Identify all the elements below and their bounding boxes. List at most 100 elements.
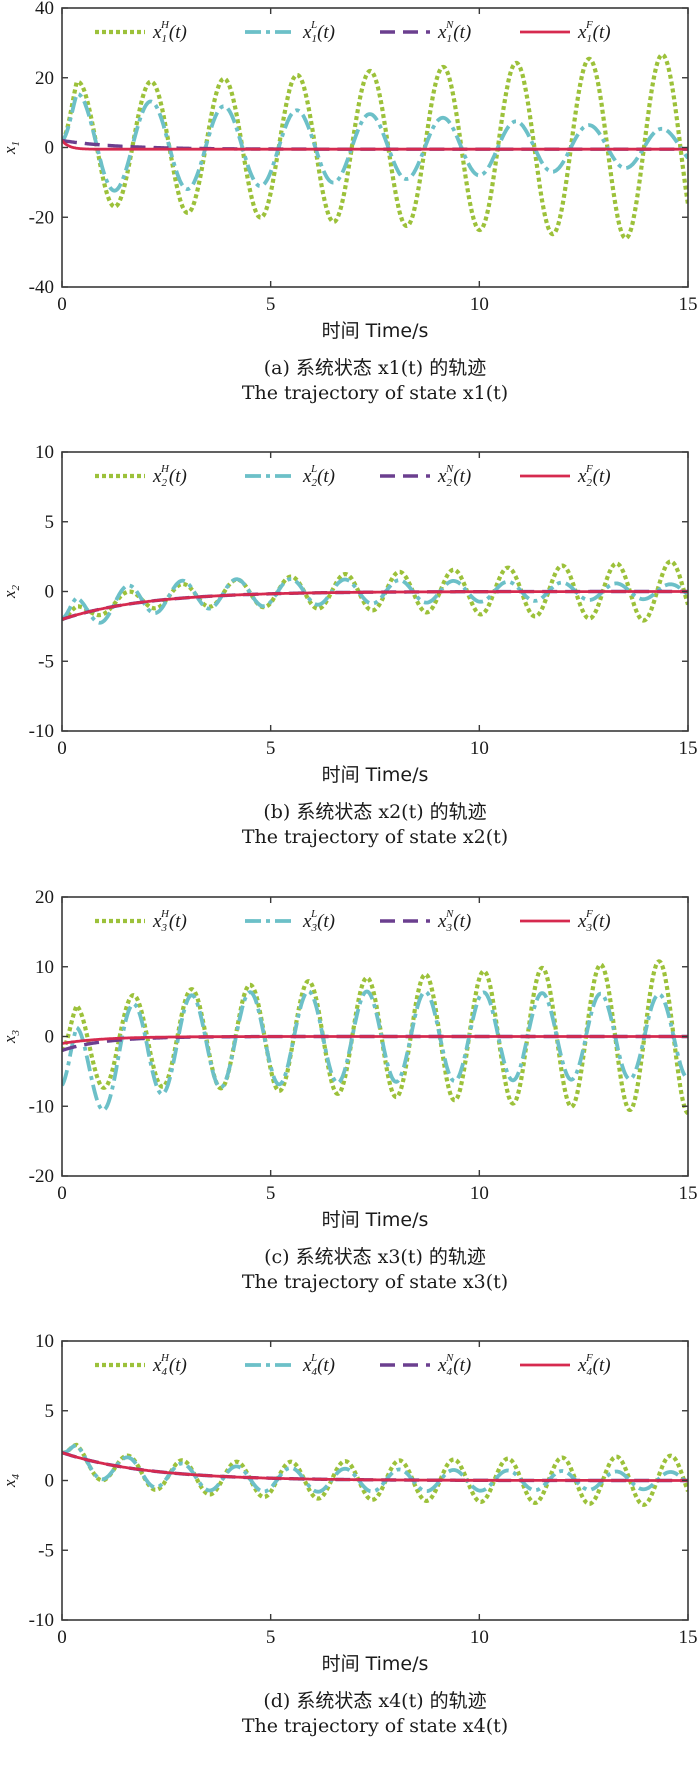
series-line-x2-F [62, 590, 688, 621]
legend-item-H: x4H(t) [95, 1352, 187, 1378]
legend-label: x1N(t) [437, 19, 471, 45]
series-line-x4-H [62, 1442, 688, 1507]
x-tick-label: 10 [470, 1627, 489, 1648]
x-axis-label: 时间 Time/s [322, 764, 429, 786]
legend-label: x1L(t) [302, 19, 335, 45]
y-tick-label: -40 [29, 277, 54, 298]
series-line-x3-F [62, 1035, 688, 1045]
y-tick-label: -10 [29, 1610, 54, 1631]
plot-area [62, 559, 688, 625]
plot-area [62, 959, 688, 1116]
legend-item-L: x3L(t) [245, 908, 335, 934]
legend-label: x3H(t) [152, 908, 187, 934]
x-tick-label: 5 [266, 1627, 276, 1648]
caption-chinese: (c) 系统状态 x3(t) 的轨迹 [264, 1246, 486, 1268]
series-line-x1-L [62, 92, 688, 193]
legend-label: x3N(t) [437, 908, 471, 934]
y-tick-label: 10 [35, 1331, 54, 1352]
legend-label: x4F(t) [577, 1352, 611, 1378]
y-tick-label: -20 [29, 1166, 54, 1187]
legend-label: x4N(t) [437, 1352, 471, 1378]
y-axis-label: x3 [0, 1029, 22, 1044]
legend-label: x2F(t) [577, 463, 611, 489]
legend-label: x4L(t) [302, 1352, 335, 1378]
legend-label: x2H(t) [152, 463, 187, 489]
x-tick-label: 10 [470, 1183, 489, 1204]
legend-item-H: x3H(t) [95, 908, 187, 934]
y-tick-label: -5 [38, 651, 54, 672]
x-tick-label: 15 [679, 294, 698, 315]
legend-item-F: x2F(t) [520, 463, 611, 489]
caption-english: The trajectory of state x2(t) [242, 826, 508, 848]
x-tick-label: 0 [57, 294, 67, 315]
series-line-x4-L [62, 1443, 688, 1494]
caption-chinese: (a) 系统状态 x1(t) 的轨迹 [264, 357, 487, 379]
legend-label: x1H(t) [152, 19, 187, 45]
legend-item-L: x4L(t) [245, 1352, 335, 1378]
legend-label: x3L(t) [302, 908, 335, 934]
x-tick-label: 5 [266, 1183, 276, 1204]
y-tick-label: 5 [45, 1401, 55, 1422]
y-axis-label: x4 [0, 1473, 22, 1488]
plot-area [62, 52, 688, 241]
x-axis-label: 时间 Time/s [322, 320, 429, 342]
y-tick-label: -10 [29, 1096, 54, 1117]
y-tick-label: 5 [45, 512, 55, 533]
legend-item-N: x1N(t) [380, 19, 471, 45]
legend-label: x2N(t) [437, 463, 471, 489]
caption-chinese: (d) 系统状态 x4(t) 的轨迹 [263, 1690, 486, 1712]
x-tick-label: 0 [57, 1183, 67, 1204]
legend-item-F: x4F(t) [520, 1352, 611, 1378]
x-tick-label: 15 [679, 738, 698, 759]
x-tick-label: 10 [470, 294, 489, 315]
caption-english: The trajectory of state x3(t) [242, 1271, 508, 1293]
caption-english: The trajectory of state x4(t) [242, 1715, 508, 1737]
y-tick-label: 10 [35, 442, 54, 463]
legend-label: x3F(t) [577, 908, 611, 934]
legend-item-N: x4N(t) [380, 1352, 471, 1378]
y-tick-label: 20 [35, 68, 54, 89]
x-tick-label: 0 [57, 1627, 67, 1648]
series-line-x4-F [62, 1451, 688, 1482]
y-tick-label: 0 [45, 1471, 55, 1492]
legend-item-H: x1H(t) [95, 19, 187, 45]
legend-item-F: x3F(t) [520, 908, 611, 934]
caption-english: The trajectory of state x1(t) [242, 382, 508, 404]
x-tick-label: 0 [57, 738, 67, 759]
x-tick-label: 15 [679, 1183, 698, 1204]
y-tick-label: 0 [45, 1027, 55, 1048]
x-tick-label: 5 [266, 738, 276, 759]
legend-label: x4H(t) [152, 1352, 187, 1378]
x-axis-label: 时间 Time/s [322, 1209, 429, 1231]
y-axis-label: x2 [0, 584, 22, 599]
series-line-x4-N [62, 1450, 688, 1483]
series-line-x3-L [62, 989, 688, 1112]
series-line-x3-H [62, 959, 688, 1116]
y-tick-label: 0 [45, 138, 55, 159]
legend-item-L: x2L(t) [245, 463, 335, 489]
y-tick-label: 20 [35, 887, 54, 908]
x-tick-label: 10 [470, 738, 489, 759]
series-line-x2-N [62, 589, 688, 622]
legend-item-N: x3N(t) [380, 908, 471, 934]
series-line-x1-F [62, 139, 688, 151]
y-tick-label: 40 [35, 0, 54, 19]
y-tick-label: 0 [45, 582, 55, 603]
y-tick-label: -20 [29, 207, 54, 228]
legend-label: x2L(t) [302, 463, 335, 489]
plot-area [62, 1442, 688, 1507]
caption-chinese: (b) 系统状态 x2(t) 的轨迹 [263, 801, 486, 823]
x-tick-label: 5 [266, 294, 276, 315]
x-tick-label: 15 [679, 1627, 698, 1648]
series-line-x1-H [62, 52, 688, 241]
legend-item-L: x1L(t) [245, 19, 335, 45]
series-line-x2-L [62, 577, 688, 625]
y-tick-label: -5 [38, 1540, 54, 1561]
x-axis-label: 时间 Time/s [322, 1653, 429, 1675]
legend-label: x1F(t) [577, 19, 611, 45]
legend-item-H: x2H(t) [95, 463, 187, 489]
